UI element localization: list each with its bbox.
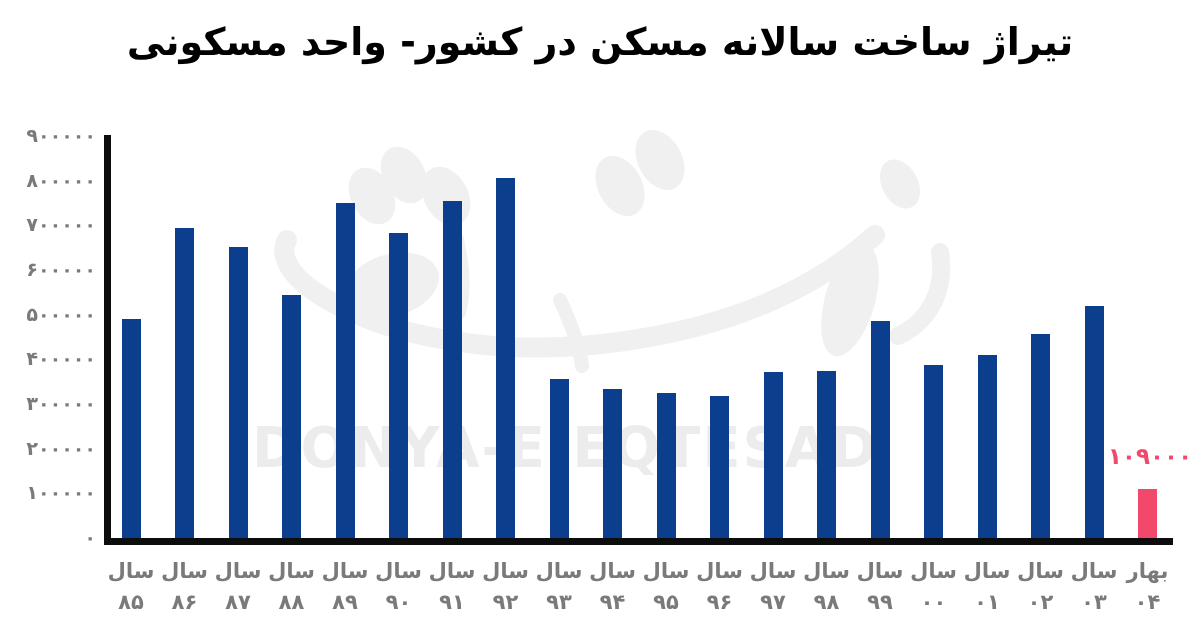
ytick-label-900000: ۹۰۰۰۰۰ bbox=[26, 125, 96, 147]
x-axis-label-9: سال ۹۴ bbox=[589, 559, 636, 614]
page-title: تیراژ ساخت سالانه مسکن در کشور- واحد مسک… bbox=[126, 20, 1074, 64]
x-axis-label-8: سال ۹۳ bbox=[535, 559, 583, 614]
x-axis-label-7: سال ۹۲ bbox=[482, 559, 529, 614]
bar-18 bbox=[1084, 305, 1104, 538]
ytick-label-500000: ۵۰۰۰۰۰ bbox=[26, 303, 96, 326]
ytick-label-700000: ۷۰۰۰۰۰ bbox=[26, 214, 96, 237]
bar-4 bbox=[335, 203, 355, 538]
ytick-label-600000: ۶۰۰۰۰۰ bbox=[26, 259, 96, 281]
x-axis-label-11: سال ۹۶ bbox=[696, 559, 743, 614]
x-axis-label-18: سال ۰۳ bbox=[1070, 559, 1118, 614]
bar-9 bbox=[603, 389, 622, 538]
x-axis-label-0: سال ۸۵ bbox=[107, 559, 155, 614]
x-axis-label-6: سال ۹۱ bbox=[428, 559, 476, 614]
x-axis-label-10: سال ۹۵ bbox=[642, 559, 690, 614]
x-axis-label-3: سال ۸۸ bbox=[268, 559, 315, 614]
bar-6 bbox=[442, 200, 462, 538]
bar-0 bbox=[121, 319, 141, 538]
ytick-label-400000: ۴۰۰۰۰۰ bbox=[26, 348, 96, 371]
bar-2 bbox=[228, 246, 248, 538]
bar-7 bbox=[496, 178, 515, 538]
bar-5 bbox=[389, 232, 408, 538]
ytick-label-100000: ۱۰۰۰۰۰ bbox=[26, 482, 96, 505]
bar-15 bbox=[924, 365, 943, 538]
x-axis-label-5: سال ۹۰ bbox=[375, 559, 422, 614]
ytick-label-800000: ۸۰۰۰۰۰ bbox=[26, 169, 96, 192]
bar-12 bbox=[763, 372, 783, 538]
bar-1 bbox=[175, 227, 194, 538]
x-axis-line bbox=[104, 538, 1173, 545]
bar-3 bbox=[282, 294, 301, 538]
bar-10 bbox=[656, 393, 676, 538]
bar-19 bbox=[1138, 489, 1157, 538]
bar-8 bbox=[549, 378, 569, 538]
x-axis-label-15: سال ۰۰ bbox=[910, 559, 957, 614]
y-axis-line bbox=[104, 135, 111, 538]
ytick-label-200000: ۲۰۰۰۰۰ bbox=[26, 437, 96, 460]
x-axis-label-14: سال ۹۹ bbox=[856, 559, 904, 614]
ytick-label-0: ۰ bbox=[84, 527, 96, 549]
x-axis-label-13: سال ۹۸ bbox=[803, 559, 850, 614]
bar-11 bbox=[710, 395, 729, 538]
x-axis-label-12: سال ۹۷ bbox=[749, 559, 797, 614]
x-axis-label-4: سال ۸۹ bbox=[321, 559, 369, 614]
ytick-label-300000: ۳۰۰۰۰۰ bbox=[26, 393, 96, 415]
bar-14 bbox=[870, 321, 890, 538]
x-axis-label-19: بهار ۰۴ bbox=[1126, 559, 1169, 614]
x-axis-label-17: سال ۰۲ bbox=[1017, 559, 1064, 614]
x-axis-label-1: سال ۸۶ bbox=[161, 559, 208, 614]
x-axis-label-16: سال ۰۱ bbox=[963, 559, 1011, 614]
bar-16 bbox=[977, 354, 997, 538]
bar-13 bbox=[817, 370, 836, 538]
highlight-value-label: ۱۰۹۰۰۰ bbox=[1107, 444, 1193, 470]
bar-17 bbox=[1031, 333, 1050, 538]
x-axis-label-2: سال ۸۷ bbox=[214, 559, 262, 614]
